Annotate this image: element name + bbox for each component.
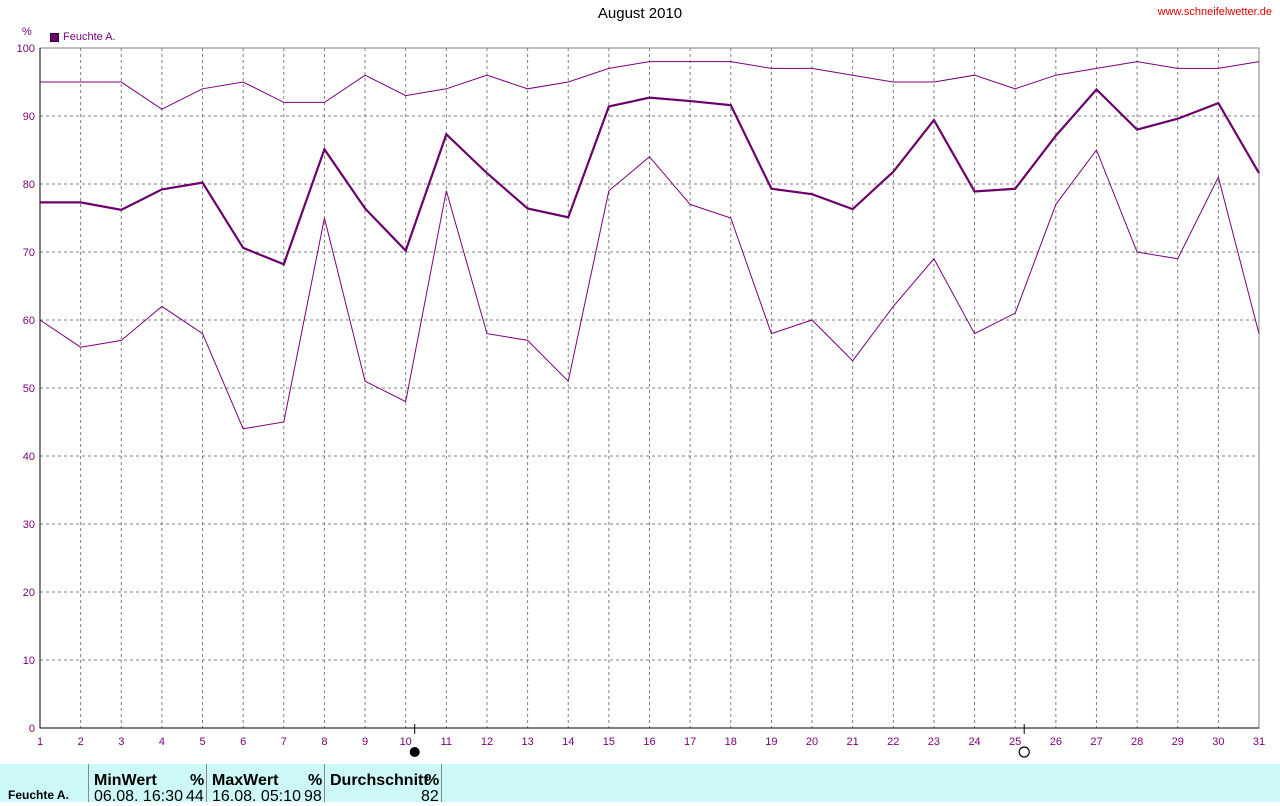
x-tick-label: 28: [1131, 736, 1143, 748]
stats-max-value: 98: [304, 788, 322, 805]
y-tick-label: 40: [23, 451, 35, 463]
stats-avg-unit: %: [425, 772, 440, 789]
chart-title: August 2010: [597, 5, 683, 22]
x-tick-label: 23: [928, 736, 940, 748]
stats-divider: [206, 764, 207, 802]
x-tick-label: 2: [78, 736, 84, 748]
full-moon-icon: [1018, 746, 1030, 758]
stats-min-time: 06.08. 16:30: [94, 788, 183, 805]
x-tick-label: 17: [684, 736, 696, 748]
y-tick-label: 60: [23, 315, 35, 327]
x-tick-label: 11: [441, 736, 452, 748]
x-tick-label: 9: [362, 736, 368, 748]
x-tick-label: 1: [37, 736, 43, 748]
stats-avg-value: 82: [421, 788, 439, 805]
x-tick-label: 22: [887, 736, 899, 748]
stats-divider: [88, 764, 89, 802]
stats-divider: [441, 764, 442, 802]
x-tick-label: 8: [321, 736, 327, 748]
stats-table: Feuchte A. MinWert % 06.08. 16:30 44 Max…: [0, 764, 1280, 805]
stats-divider: [324, 764, 325, 802]
y-tick-label: 10: [23, 655, 35, 667]
x-tick-label: 19: [765, 736, 777, 748]
x-tick-label: 30: [1212, 736, 1224, 748]
series-line-max: [40, 61, 1260, 110]
site-url[interactable]: www.schneifelwetter.de: [1157, 6, 1272, 18]
y-tick-label: 80: [23, 179, 35, 191]
x-tick-label: 12: [481, 736, 493, 748]
y-tick-label: 0: [29, 723, 35, 735]
x-tick-label: 13: [521, 736, 533, 748]
x-tick-label: 15: [603, 736, 615, 748]
stats-min-value: 44: [186, 788, 204, 805]
y-axis-unit: %: [22, 26, 32, 38]
y-tick-label: 70: [23, 247, 35, 259]
x-tick-label: 3: [118, 736, 124, 748]
x-tick-label: 29: [1172, 736, 1184, 748]
x-tick-label: 24: [968, 736, 980, 748]
x-tick-label: 27: [1090, 736, 1102, 748]
stats-avg-header: Durchschnitt: [330, 772, 429, 789]
stats-row-label: Feuchte A.: [8, 788, 69, 802]
x-tick-label: 10: [400, 736, 412, 748]
legend-swatch: [50, 32, 59, 42]
x-tick-label: 14: [562, 736, 574, 748]
stats-max-header: MaxWert: [212, 772, 279, 789]
x-tick-label: 6: [240, 736, 246, 748]
x-tick-label: 31: [1253, 736, 1265, 748]
y-tick-label: 20: [23, 587, 35, 599]
y-tick-label: 30: [23, 519, 35, 531]
stats-min-unit: %: [190, 772, 205, 789]
new-moon-icon: [409, 747, 420, 757]
x-tick-label: 26: [1050, 736, 1062, 748]
legend-label: Feuchte A.: [63, 31, 116, 43]
x-tick-label: 5: [199, 736, 205, 748]
stats-max-time: 16.08. 05:10: [212, 788, 301, 805]
x-tick-label: 7: [281, 736, 287, 748]
series-line-mean: [40, 87, 1260, 266]
x-tick-label: 21: [847, 736, 859, 748]
stats-min-header: MinWert: [94, 772, 157, 789]
legend: Feuchte A.: [50, 31, 116, 43]
x-tick-label: 25: [1009, 736, 1021, 748]
y-tick-label: 50: [23, 383, 35, 395]
series-line-min: [39, 148, 1260, 430]
y-tick-label: 100: [17, 43, 35, 55]
y-tick-label: 90: [23, 111, 35, 123]
x-tick-label: 4: [159, 736, 165, 748]
x-tick-label: 20: [806, 736, 818, 748]
stats-max-unit: %: [308, 772, 323, 789]
x-tick-label: 16: [643, 736, 655, 748]
x-tick-label: 18: [725, 736, 737, 748]
